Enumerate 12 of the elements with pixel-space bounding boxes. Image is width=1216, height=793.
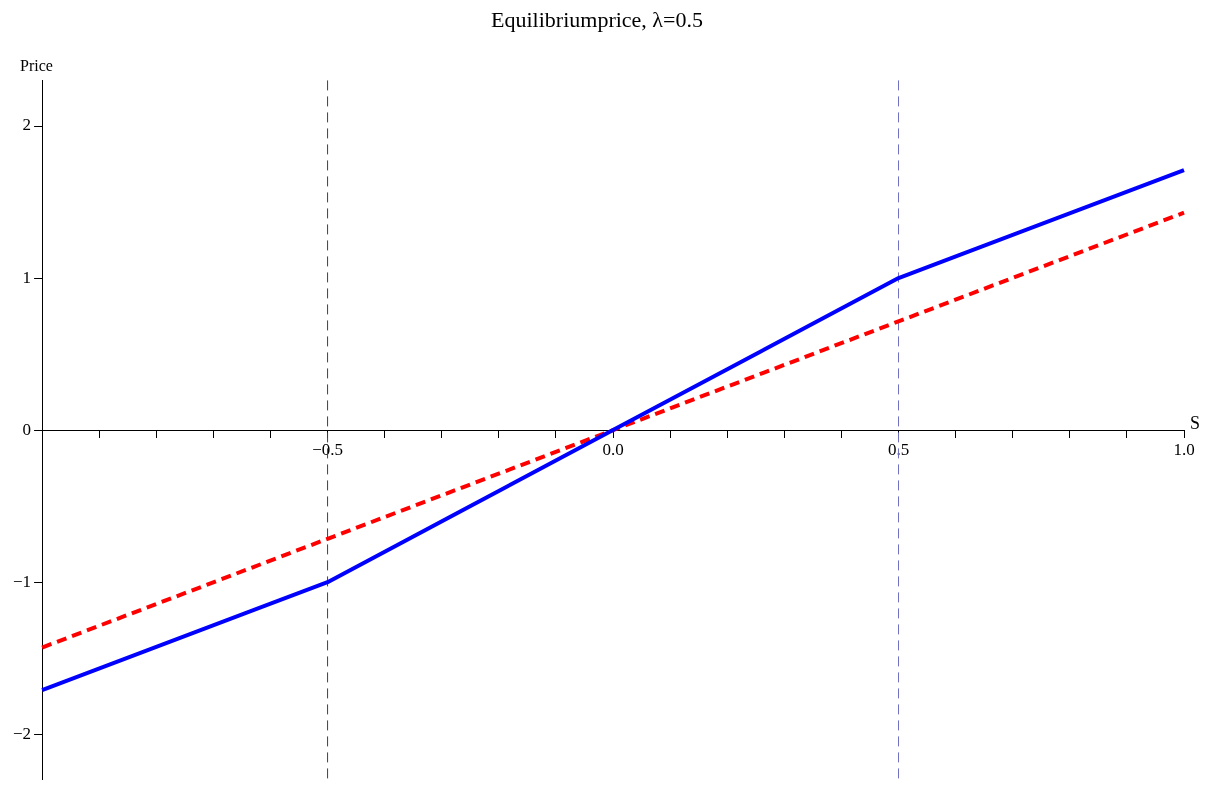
x-tick-label: 1.0 [1173,439,1195,459]
y-tick-label: −2 [12,723,32,743]
chart-title: Equilibriumprice, λ=0.5 [491,6,703,32]
y-tick-label: 2 [22,115,32,135]
x-tick-label: 0.0 [602,439,624,459]
y-tick-label: 0 [22,419,32,439]
x-tick-label: 0.5 [887,439,910,459]
x-axis-title: S [1190,412,1201,433]
y-tick-label: 1 [22,267,32,287]
y-axis-title: Price [20,56,53,74]
y-tick-label: −1 [12,571,32,591]
x-tick-label: −0.5 [312,439,343,459]
